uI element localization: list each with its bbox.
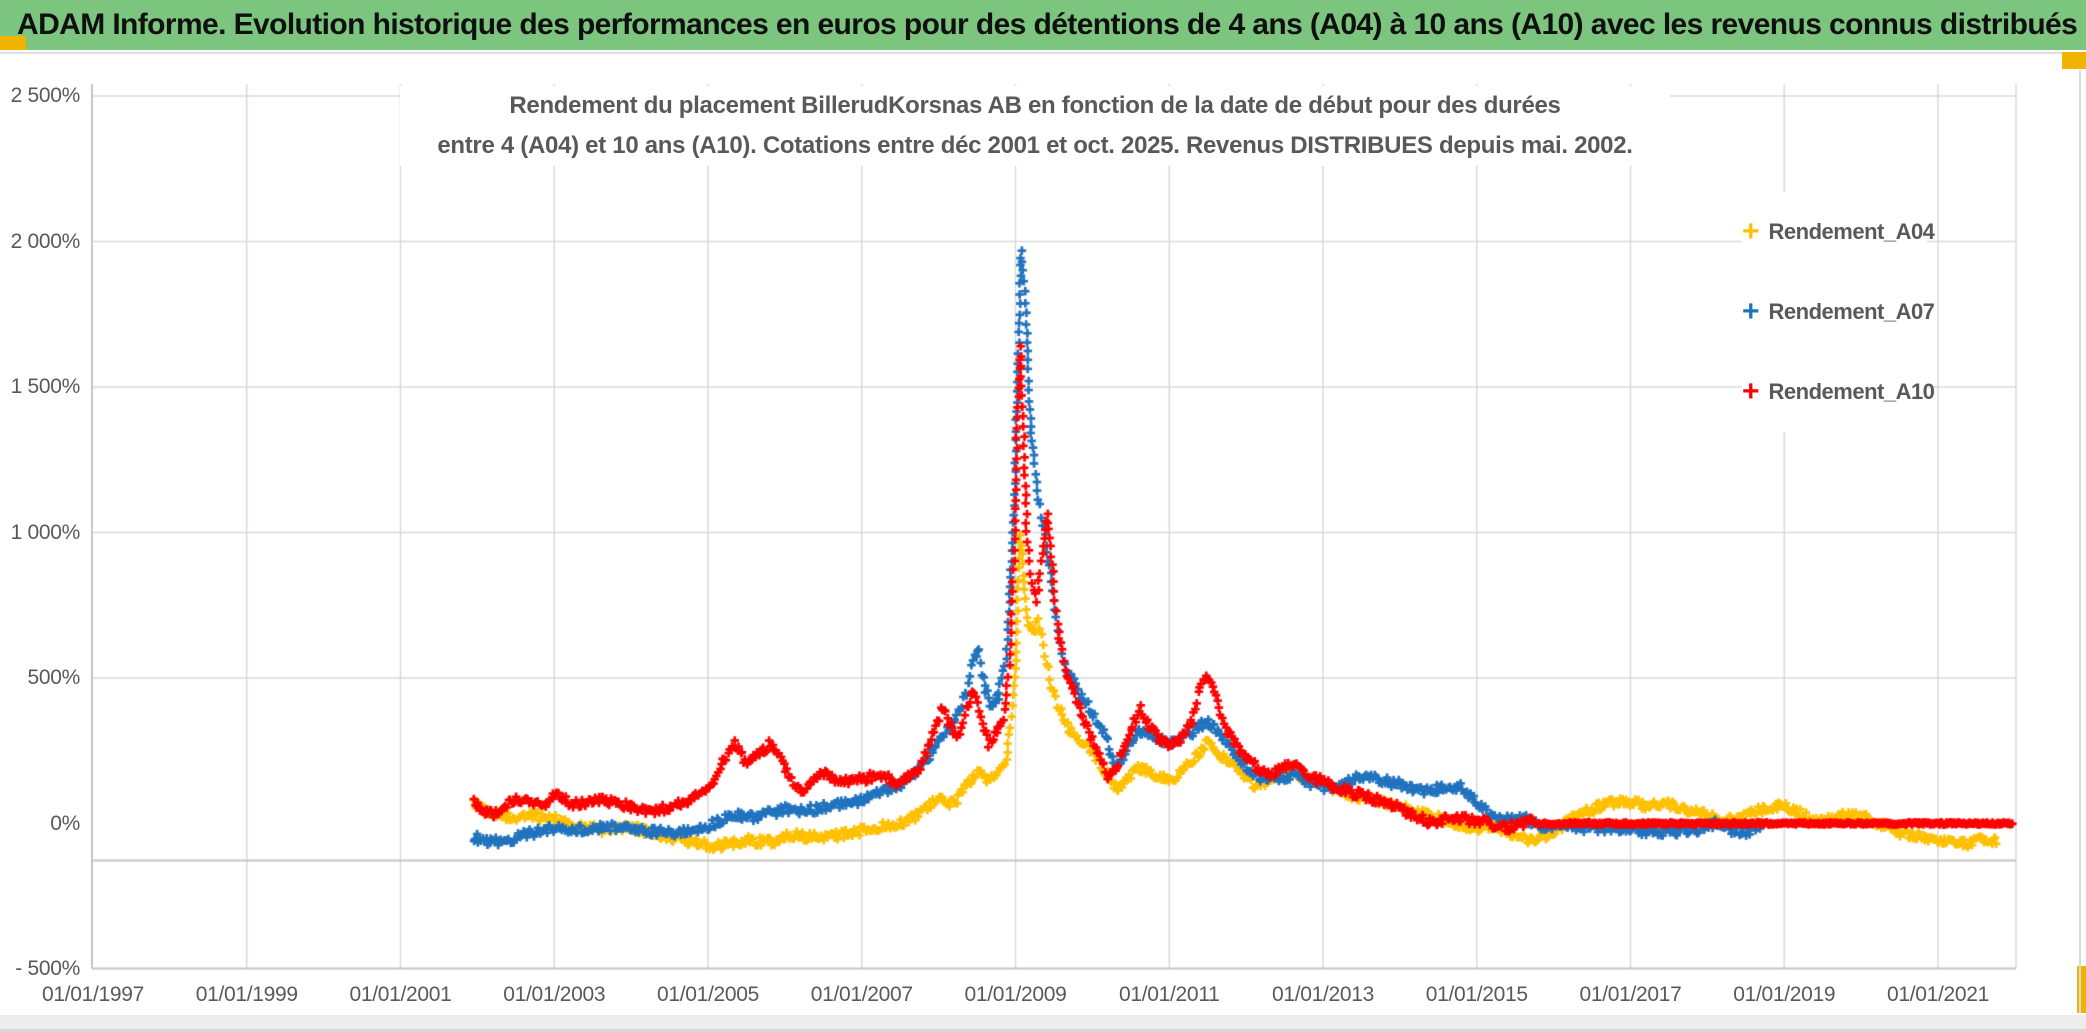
gold-corner-top-right <box>2062 52 2086 69</box>
legend-label-a04: Rendement_A04 <box>1768 219 1935 244</box>
x-tick-label: 01/01/2021 <box>1886 983 1990 1006</box>
page-title: ADAM Informe. Evolution historique des p… <box>17 8 2078 41</box>
legend-label-a10: Rendement_A10 <box>1768 379 1935 404</box>
plus-marker-icon: + <box>1742 375 1760 408</box>
plus-marker-icon: + <box>1742 295 1760 328</box>
legend-item-a10: + Rendement_A10 <box>1742 352 1935 432</box>
title-bar: ADAM Informe. Evolution historique des p… <box>0 0 2086 50</box>
gold-edge-bottom-right <box>2077 966 2086 1026</box>
x-tick-label: 01/01/2011 <box>1118 983 1220 1006</box>
x-tick-label: 01/01/2009 <box>964 983 1067 1006</box>
y-tick-label: 1 500% <box>10 375 81 398</box>
x-tick-label: 01/01/2013 <box>1271 983 1375 1006</box>
chart-title: Rendement du placement BillerudKorsnas A… <box>400 86 1670 166</box>
chart-title-line-2: entre 4 (A04) et 10 ans (A10). Cotations… <box>437 132 1633 159</box>
x-tick-label: 01/01/2015 <box>1425 983 1528 1006</box>
bottom-strip <box>0 1013 2086 1032</box>
x-tick-label: 01/01/2001 <box>349 983 452 1006</box>
y-tick-label: 1 000% <box>10 520 81 544</box>
y-tick-label: 2 500% <box>10 84 81 107</box>
y-tick-label: - 500% <box>15 957 80 980</box>
x-tick-label: 01/01/2019 <box>1733 983 1836 1006</box>
legend-item-a04: + Rendement_A04 <box>1742 192 1935 272</box>
chart-legend: + Rendement_A04 + Rendement_A07 + Rendem… <box>1742 192 1935 432</box>
chart-title-line-1: Rendement du placement BillerudKorsnas A… <box>509 92 1561 119</box>
legend-item-a07: + Rendement_A07 <box>1742 272 1935 352</box>
x-tick-label: 01/01/2003 <box>503 983 606 1006</box>
top-divider <box>0 52 2086 54</box>
y-tick-label: 500% <box>27 666 80 689</box>
x-tick-label: 01/01/2017 <box>1579 983 1682 1006</box>
legend-label-a07: Rendement_A07 <box>1768 299 1935 324</box>
y-tick-label: 2 000% <box>10 229 81 253</box>
x-tick-label: 01/01/2007 <box>810 983 913 1006</box>
x-tick-label: 01/01/1997 <box>41 983 145 1006</box>
right-border <box>2079 70 2081 1013</box>
y-tick-label: 0% <box>50 811 80 835</box>
plus-marker-icon: + <box>1742 215 1760 248</box>
gold-corner-top-left <box>0 36 26 50</box>
x-tick-label: 01/01/2005 <box>656 983 760 1006</box>
x-tick-label: 01/01/1999 <box>195 983 298 1006</box>
